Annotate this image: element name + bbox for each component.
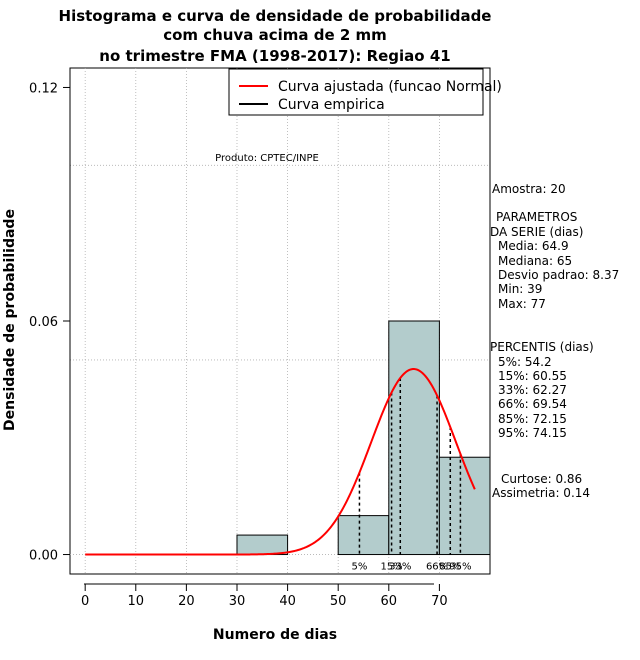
legend-box — [228, 68, 484, 116]
percentile-label: 66% — [426, 562, 448, 573]
product-credit: Produto: CPTEC/INPE — [215, 153, 319, 164]
pct-15: 15%: 60.55 — [498, 369, 567, 383]
x-tick-label: 40 — [279, 594, 296, 609]
histogram-bar — [337, 515, 390, 556]
histogram-bar — [438, 456, 491, 556]
histogram-bar — [388, 320, 440, 556]
x-tick-label: 30 — [229, 594, 246, 609]
grid — [70, 68, 490, 574]
legend-label-empirical: Curva empirica — [278, 97, 385, 113]
legend-label-fit: Curva ajustada (funcao Normal) — [278, 79, 502, 95]
params-title-2: DA SERIE (dias) — [490, 225, 583, 239]
chart-title-line-3: no trimestre FMA (1998-2017): Regiao 41 — [99, 47, 450, 65]
pct-85: 85%: 72.15 — [498, 412, 567, 426]
param-mean: Media: 64.9 — [498, 239, 569, 253]
x-tick-label: 10 — [128, 594, 145, 609]
x-tick-label: 0 — [81, 594, 89, 609]
x-tick-label: 20 — [178, 594, 195, 609]
fitted-normal-curve — [85, 368, 476, 556]
statistics-panel: Amostra: 20 PARAMETROS DA SERIE (dias) M… — [490, 182, 619, 500]
legend: Curva ajustada (funcao Normal) Curva emp… — [228, 68, 502, 116]
pct-66: 66%: 69.54 — [498, 397, 567, 411]
percentile-label: 15% — [380, 562, 402, 573]
y-axis-label: Densidade de probabilidade — [2, 209, 18, 431]
chart-title-line-1: Histograma e curva de densidade de proba… — [59, 7, 492, 25]
percentile-label: 5% — [352, 562, 368, 573]
percentile-label: 33% — [389, 562, 411, 573]
skewness: Assimetria: 0.14 — [492, 486, 590, 500]
y-tick-label: 0.00 — [29, 549, 58, 564]
x-tick-label: 70 — [431, 594, 448, 609]
pct-33: 33%: 62.27 — [498, 383, 567, 397]
params-title-1: PARAMETROS — [496, 210, 577, 224]
param-median: Mediana: 65 — [498, 254, 572, 268]
pct-5: 5%: 54.2 — [498, 355, 552, 369]
y-tick-label: 0.06 — [29, 315, 58, 330]
percentile-markers: 5% 15%33% 66%85%95% — [352, 377, 472, 573]
y-axis-ticks: 0.00 0.06 0.12 — [29, 81, 70, 564]
y-tick-label: 0.12 — [29, 81, 58, 96]
percentiles-title: PERCENTIS (dias) — [490, 340, 594, 354]
histogram-bar — [236, 534, 289, 556]
x-axis-label: Numero de dias — [213, 627, 337, 643]
param-sd: Desvio padrao: 8.37 — [498, 268, 619, 282]
percentile-label: 95% — [449, 562, 471, 573]
histogram-bars — [236, 320, 491, 556]
sample-size: Amostra: 20 — [492, 182, 566, 196]
param-max: Max: 77 — [498, 297, 546, 311]
kurtosis: Curtose: 0.86 — [501, 472, 582, 486]
x-tick-label: 50 — [330, 594, 347, 609]
percentile-label: 85% — [439, 562, 461, 573]
param-min: Min: 39 — [498, 282, 542, 296]
x-tick-label: 60 — [381, 594, 398, 609]
pct-95: 95%: 74.15 — [498, 426, 567, 440]
chart-title-line-2: com chuva acima de 2 mm — [163, 26, 387, 44]
x-axis-ticks: 0 10 20 30 40 50 60 70 — [81, 584, 448, 609]
